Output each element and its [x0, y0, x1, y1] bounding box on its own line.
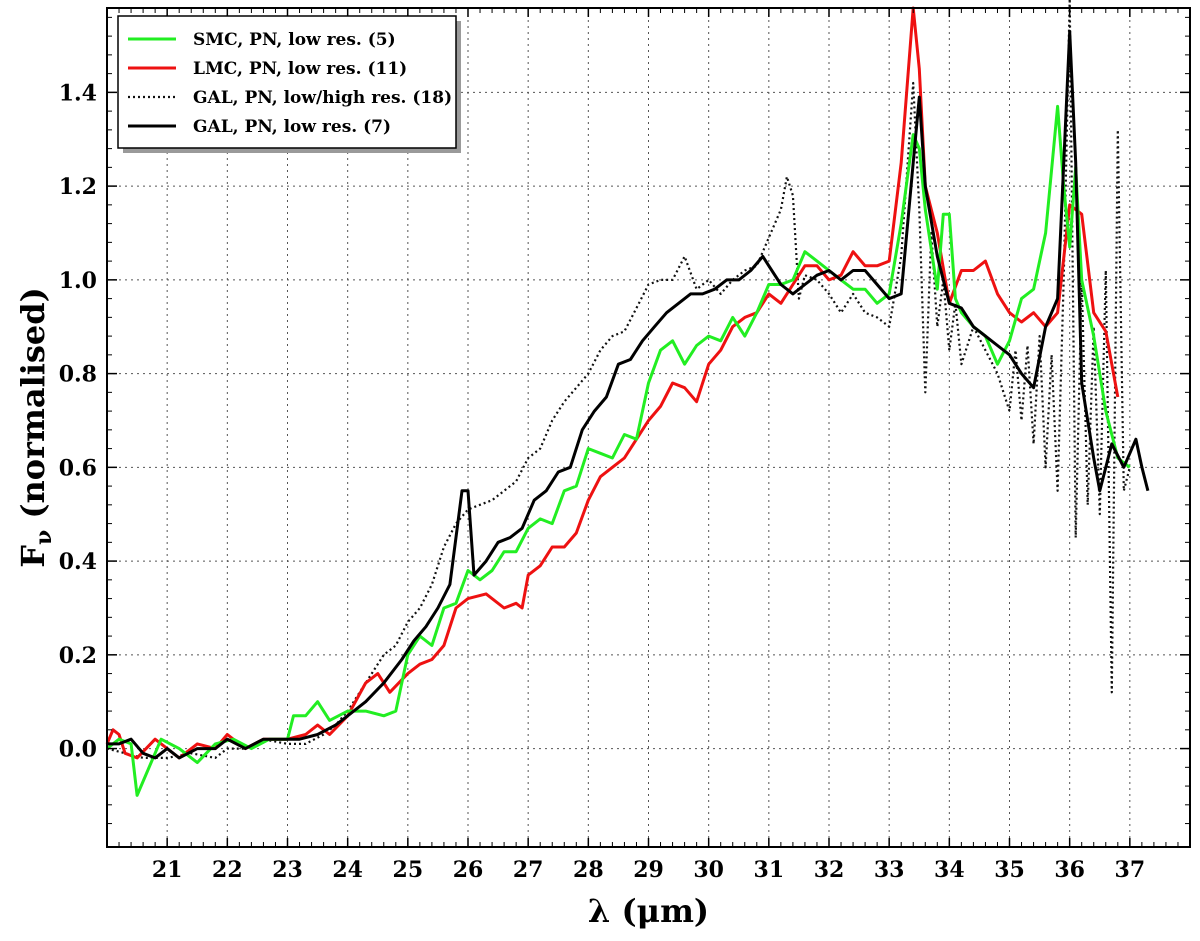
y-tick-label: 0.8 — [59, 362, 97, 388]
x-tick-label: 27 — [513, 857, 544, 883]
y-tick-label: 1.0 — [59, 268, 97, 294]
y-tick-label: 1.4 — [59, 80, 97, 106]
x-tick-label: 28 — [573, 857, 604, 883]
x-tick-label: 33 — [874, 857, 905, 883]
y-axis-label-subscript: ν — [31, 530, 57, 545]
legend-label-1: SMC, PN, low res. (5) — [193, 30, 396, 50]
x-tick-label: 35 — [994, 857, 1025, 883]
series-lines — [105, 0, 1150, 797]
y-tick-label: 0.6 — [59, 455, 97, 481]
x-tick-label: 32 — [814, 857, 845, 883]
y-tick-label: 0.4 — [59, 549, 97, 575]
x-tick-label: 34 — [934, 857, 965, 883]
legend: SMC, PN, low res. (5) LMC, PN, low res. (… — [117, 15, 461, 153]
x-tick-label: 29 — [633, 857, 664, 883]
legend-label-4: GAL, PN, low res. (7) — [193, 117, 391, 137]
x-tick-label: 26 — [453, 857, 484, 883]
y-axis-label: Fν (normalised) — [14, 287, 57, 568]
x-tick-label: 37 — [1115, 857, 1146, 883]
x-tick-label: 23 — [272, 857, 303, 883]
y-axis-label-main: F — [14, 545, 52, 568]
y-tick-label: 1.2 — [59, 174, 97, 200]
series-line-4 — [107, 29, 1150, 760]
x-tick-label: 22 — [212, 857, 243, 883]
x-tick-label: 36 — [1054, 857, 1085, 883]
y-axis-label-rest: (normalised) — [14, 287, 52, 530]
y-tick-label: 0.2 — [59, 643, 97, 669]
x-tick-label: 25 — [393, 857, 424, 883]
series-line-3 — [106, 0, 1131, 760]
legend-items: SMC, PN, low res. (5) LMC, PN, low res. (… — [128, 30, 452, 137]
x-axis-label: λ (μm) — [588, 892, 709, 930]
x-tick-label: 31 — [754, 857, 785, 883]
series-line-1 — [106, 104, 1131, 797]
x-tick-label: 21 — [152, 857, 183, 883]
legend-label-3: GAL, PN, low/high res. (18) — [193, 88, 452, 108]
x-tick-label: 24 — [332, 857, 363, 883]
y-tick-label: 0.0 — [59, 737, 97, 763]
x-tick-label: 30 — [693, 857, 724, 883]
legend-label-2: LMC, PN, low res. (11) — [193, 59, 407, 79]
axis-ticks: 21 22 23 24 25 26 27 28 29 30 31 32 33 34 35 36 37 0.0 0.2… — [59, 8, 1190, 883]
